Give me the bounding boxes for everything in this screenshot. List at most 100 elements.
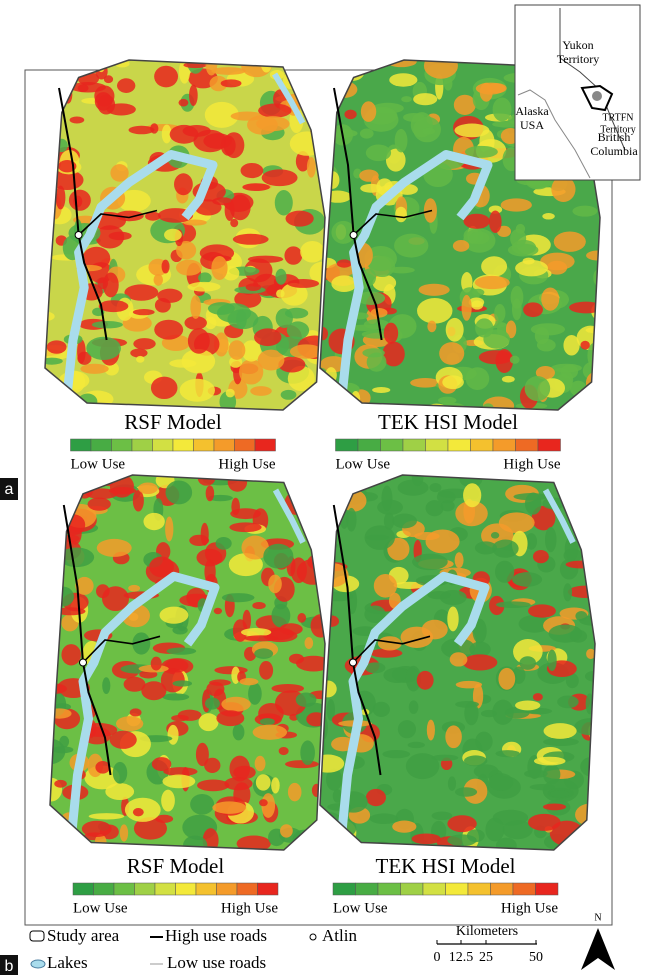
habitat-patch: [447, 606, 459, 632]
habitat-patch: [102, 586, 130, 612]
habitat-patch: [117, 78, 136, 93]
habitat-patch: [425, 500, 444, 517]
habitat-patch: [475, 318, 494, 338]
legend-swatch: [355, 882, 379, 896]
habitat-patch: [207, 302, 235, 315]
habitat-patch: [159, 606, 189, 624]
habitat-patch: [204, 757, 221, 774]
habitat-patch: [109, 730, 137, 749]
lake: [62, 150, 218, 393]
habitat-patch: [233, 765, 256, 780]
habitat-patch: [366, 352, 387, 372]
habitat-patch: [181, 349, 216, 374]
habitat-patch: [50, 478, 68, 501]
scale-label: 25: [479, 950, 493, 965]
habitat-patch: [132, 308, 155, 316]
habitat-patch: [50, 833, 56, 843]
habitat-patch: [176, 259, 202, 276]
habitat-patch: [50, 708, 72, 719]
habitat-patch: [102, 272, 119, 298]
habitat-patch: [143, 512, 165, 531]
habitat-patch: [382, 341, 405, 367]
north-label: N: [594, 912, 601, 923]
habitat-patch: [171, 714, 189, 722]
habitat-patch: [519, 656, 537, 670]
legend-low: Low Use: [333, 900, 388, 916]
habitat-patch: [61, 644, 81, 666]
scale-title: Kilometers: [456, 924, 518, 939]
habitat-patch: [190, 295, 202, 319]
habitat-patch: [141, 681, 167, 701]
habitat-patch: [452, 239, 470, 252]
habitat-patch: [45, 199, 53, 211]
legend-item: Atlin: [322, 926, 357, 945]
habitat-patch: [259, 660, 274, 680]
habitat-patch: [363, 319, 390, 330]
map-title: RSF Model: [127, 854, 225, 878]
habitat-patch: [586, 648, 595, 660]
habitat-patch: [179, 378, 215, 402]
habitat-patch: [383, 667, 411, 683]
habitat-patch: [532, 693, 543, 701]
habitat-patch: [95, 225, 125, 249]
legend-swatch: [470, 438, 494, 452]
habitat-patch: [77, 393, 98, 410]
habitat-patch: [230, 111, 264, 121]
legend-swatch: [213, 438, 235, 452]
habitat-patch: [130, 348, 148, 358]
habitat-patch: [305, 82, 319, 89]
habitat-patch: [323, 190, 352, 203]
habitat-patch: [320, 69, 335, 95]
habitat-patch: [250, 386, 272, 396]
sym-atlin: [309, 933, 317, 941]
habitat-patch: [259, 718, 275, 726]
habitat-patch: [300, 240, 325, 263]
habitat-patch: [383, 322, 399, 344]
habitat-patch: [167, 724, 179, 745]
habitat-patch: [411, 833, 441, 845]
habitat-patch: [580, 832, 595, 850]
habitat-patch: [300, 740, 315, 766]
habitat-patch: [271, 603, 291, 628]
habitat-patch: [102, 677, 111, 695]
habitat-patch: [149, 556, 174, 578]
legend-swatch: [380, 438, 404, 452]
habitat-patch: [133, 338, 156, 350]
habitat-patch: [98, 300, 129, 313]
habitat-patch: [271, 777, 280, 794]
habitat-patch: [50, 683, 67, 695]
north-arrow: [581, 928, 615, 970]
habitat-patch: [62, 829, 77, 850]
habitat-patch: [365, 144, 392, 162]
habitat-patch: [161, 124, 172, 144]
habitat-patch: [553, 231, 586, 252]
habitat-patch: [68, 189, 91, 211]
habitat-patch: [153, 274, 164, 286]
habitat-patch: [119, 824, 129, 842]
habitat-patch: [75, 576, 94, 595]
habitat-patch: [184, 316, 207, 330]
habitat-patch: [551, 176, 576, 202]
habitat-patch: [232, 619, 248, 642]
lake: [272, 72, 306, 125]
habitat-patch: [274, 190, 293, 216]
habitat-patch: [383, 512, 395, 530]
habitat-patch: [416, 670, 434, 690]
habitat-patch: [241, 628, 272, 637]
habitat-patch: [515, 700, 541, 711]
habitat-patch: [533, 756, 566, 766]
habitat-patch: [524, 376, 551, 402]
habitat-patch: [123, 676, 146, 692]
atlin: [349, 231, 358, 239]
habitat-patch: [105, 783, 135, 801]
habitat-patch: [310, 614, 325, 638]
habitat-patch: [565, 560, 595, 569]
habitat-patch: [313, 80, 325, 93]
habitat-patch: [453, 94, 476, 115]
habitat-patch: [211, 255, 228, 281]
habitat-patch: [389, 73, 418, 87]
habitat-patch: [206, 681, 225, 697]
habitat-patch: [369, 813, 399, 825]
habitat-patch: [541, 287, 560, 311]
habitat-patch: [360, 101, 377, 122]
